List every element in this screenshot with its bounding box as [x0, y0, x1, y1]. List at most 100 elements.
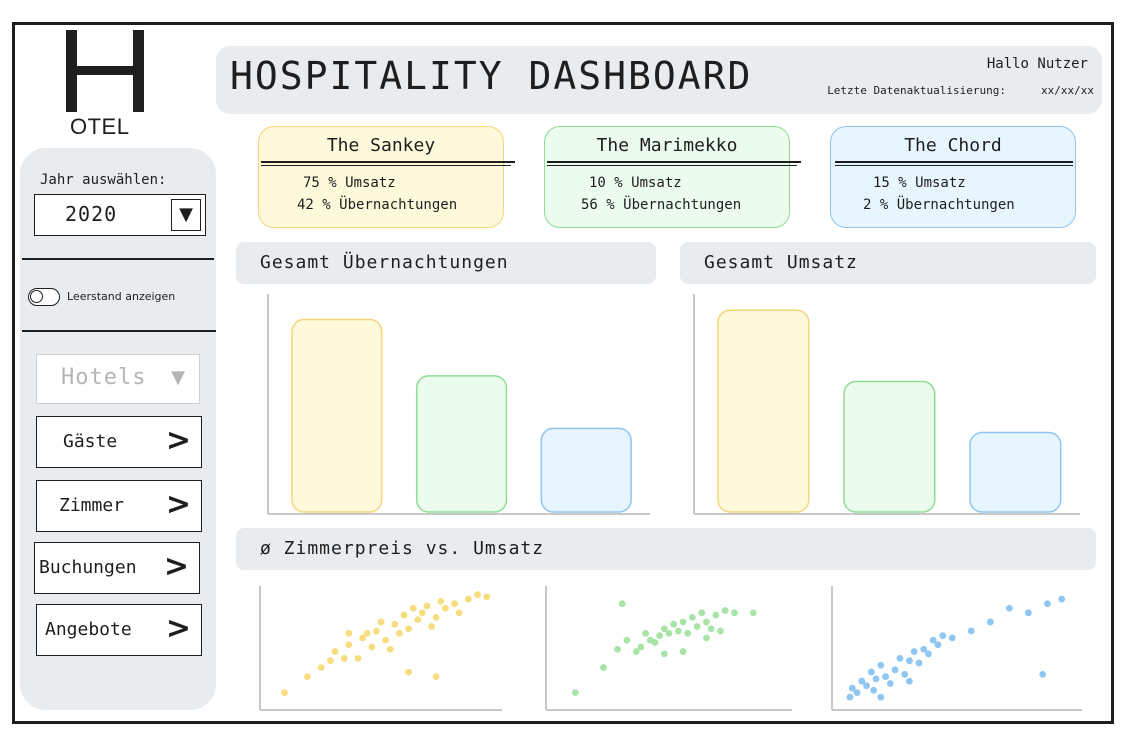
scatter-point	[637, 643, 645, 651]
bar-the-sankey[interactable]	[291, 318, 383, 513]
scatter-point	[572, 689, 579, 696]
hotels-select-label: Hotels	[61, 365, 147, 390]
scatter-point	[665, 629, 673, 637]
scatter-point	[432, 613, 440, 621]
scatter-point	[870, 686, 878, 694]
nights-bar-chart	[267, 294, 650, 515]
scatter-point	[901, 670, 909, 678]
scatter-point	[660, 625, 668, 633]
scatter-point	[373, 627, 380, 635]
scatter-point	[712, 611, 720, 619]
scatter-point	[934, 641, 942, 649]
kpi-nights: 42 % Übernachtungen	[297, 197, 458, 213]
scatter-point	[651, 639, 659, 646]
kpi-revenue: 75 % Umsatz	[303, 175, 396, 191]
scatter-point	[386, 645, 394, 653]
vacancy-toggle-label: Leerstand anzeigen	[67, 290, 176, 303]
scatter-point	[396, 629, 403, 637]
vacancy-toggle[interactable]	[28, 288, 60, 306]
scatter-chart-marimekko	[545, 586, 792, 711]
scatter-point	[660, 650, 668, 658]
scatter-point	[656, 632, 664, 639]
hotels-select[interactable]: Hotels ▼	[36, 354, 200, 404]
section-title: Gesamt Umsatz	[704, 252, 858, 273]
scatter-point	[679, 618, 687, 626]
scatter-point	[423, 602, 431, 610]
kpi-card-marimekko[interactable]: The Marimekko 10 % Umsatz 56 % Übernacht…	[544, 126, 801, 228]
scatter-point	[1044, 600, 1051, 608]
section-title: Gesamt Übernachtungen	[260, 252, 509, 273]
scatter-point	[1058, 595, 1066, 603]
scatter-point	[896, 655, 904, 662]
chevron-right-icon: >	[163, 549, 189, 584]
nav-button-angebote[interactable]: Angebote >	[36, 604, 202, 656]
nav-button-gaeste[interactable]: Gäste >	[36, 416, 202, 468]
scatter-point	[910, 648, 918, 655]
bar-the-chord[interactable]	[969, 431, 1062, 513]
scatter-point	[465, 595, 472, 603]
scatter-point	[359, 634, 366, 642]
scatter-point	[317, 664, 325, 671]
year-select[interactable]: 2020 ▼	[34, 194, 206, 236]
scatter-point	[474, 591, 481, 598]
bar-the-marimekko[interactable]	[843, 380, 936, 513]
scatter-point	[915, 659, 923, 667]
scatter-point	[1005, 604, 1013, 612]
nav-label: Buchungen	[39, 557, 137, 578]
year-select-value: 2020	[65, 202, 118, 226]
scatter-point	[872, 675, 880, 683]
card-underline	[261, 161, 515, 163]
scatter-point	[382, 636, 389, 644]
dashboard-header: HOSPITALITY DASHBOARD Hallo Nutzer Letzt…	[216, 46, 1102, 114]
bar-the-sankey[interactable]	[717, 309, 810, 513]
kpi-card-sankey[interactable]: The Sankey 75 % Umsatz 42 % Übernachtung…	[258, 126, 515, 228]
bar-the-chord[interactable]	[540, 427, 632, 513]
scatter-point	[483, 593, 491, 601]
chevron-right-icon: >	[165, 423, 191, 458]
scatter-point	[684, 629, 692, 637]
last-update-value: xx/xx/xx	[1041, 84, 1094, 97]
year-select-label: Jahr auswählen:	[40, 172, 167, 188]
section-title: ø Zimmerpreis vs. Umsatz	[260, 538, 545, 559]
kpi-nights: 56 % Übernachtungen	[581, 197, 742, 213]
card-underline	[547, 161, 801, 163]
scatter-point	[419, 609, 426, 617]
scatter-point	[863, 682, 870, 690]
sidebar-divider	[22, 258, 214, 260]
scatter-point	[703, 618, 710, 626]
scatter-point	[882, 673, 889, 681]
scatter-point	[877, 693, 885, 701]
kpi-card-chord[interactable]: The Chord 15 % Umsatz 2 % Übernachtungen	[830, 126, 1076, 228]
scatter-point	[623, 636, 631, 644]
scatter-point	[451, 600, 458, 608]
scatter-point	[920, 645, 928, 653]
scatter-point	[327, 657, 334, 665]
kpi-nights: 2 % Übernachtungen	[863, 197, 1015, 213]
revenue-bar-chart	[693, 294, 1080, 515]
scatter-point	[858, 677, 866, 685]
dropdown-arrow-icon[interactable]: ▼	[171, 199, 201, 231]
kpi-card-title: The Sankey	[326, 135, 436, 156]
kpi-card-title: The Chord	[904, 135, 1002, 156]
nav-button-zimmer[interactable]: Zimmer >	[36, 480, 202, 532]
scatter-point	[698, 609, 706, 617]
scatter-point	[405, 668, 412, 676]
kpi-revenue: 15 % Umsatz	[873, 175, 966, 191]
scatter-point	[717, 627, 724, 635]
card-underline	[835, 161, 1073, 163]
bar-the-marimekko[interactable]	[415, 375, 508, 513]
scatter-point	[642, 629, 649, 637]
scatter-point	[721, 607, 729, 614]
scatter-point	[703, 634, 710, 642]
scatter-point	[614, 645, 621, 653]
chevron-right-icon: >	[165, 611, 191, 646]
scatter-point	[891, 666, 899, 674]
scatter-point	[674, 627, 682, 635]
scatter-point	[886, 680, 894, 687]
card-underline	[547, 165, 797, 166]
nav-button-buchungen[interactable]: Buchungen >	[34, 542, 200, 594]
scatter-point	[340, 655, 348, 662]
scatter-point	[281, 689, 288, 696]
scatter-point	[948, 634, 956, 642]
scatter-point	[632, 648, 640, 655]
